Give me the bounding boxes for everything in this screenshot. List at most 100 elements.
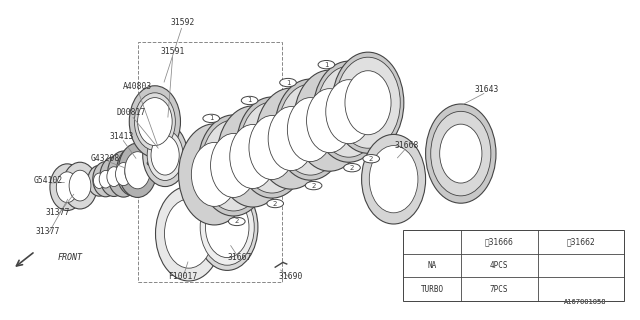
Text: G43208: G43208: [91, 154, 120, 163]
Ellipse shape: [362, 134, 426, 224]
Text: TURBO: TURBO: [420, 284, 444, 293]
Text: 2: 2: [312, 183, 316, 188]
Ellipse shape: [115, 163, 132, 186]
Ellipse shape: [50, 164, 84, 211]
Ellipse shape: [240, 102, 304, 193]
Ellipse shape: [93, 162, 118, 197]
Ellipse shape: [147, 161, 154, 165]
Bar: [403, 230, 624, 301]
Ellipse shape: [179, 124, 250, 225]
Ellipse shape: [313, 61, 385, 162]
Ellipse shape: [129, 86, 180, 157]
Ellipse shape: [56, 172, 78, 203]
Text: 1: 1: [324, 62, 329, 68]
Text: A167001058: A167001058: [564, 300, 607, 305]
Ellipse shape: [151, 135, 179, 175]
Ellipse shape: [118, 143, 157, 197]
Ellipse shape: [369, 146, 418, 213]
Text: 2: 2: [369, 156, 373, 162]
Ellipse shape: [198, 115, 269, 216]
Circle shape: [363, 155, 380, 163]
Text: 2: 2: [235, 219, 239, 224]
Ellipse shape: [200, 189, 254, 265]
Ellipse shape: [345, 71, 391, 135]
Ellipse shape: [116, 147, 150, 196]
Circle shape: [267, 199, 284, 208]
Ellipse shape: [307, 89, 353, 153]
Text: 31668: 31668: [394, 141, 419, 150]
Text: 31667: 31667: [228, 253, 252, 262]
Ellipse shape: [151, 135, 179, 175]
Text: 31643: 31643: [474, 85, 499, 94]
Text: 2: 2: [350, 165, 354, 171]
Text: 31690: 31690: [279, 272, 303, 281]
Ellipse shape: [164, 199, 213, 268]
Text: D00817: D00817: [116, 108, 146, 116]
Text: G54102: G54102: [33, 176, 63, 185]
Ellipse shape: [99, 170, 112, 188]
Ellipse shape: [143, 124, 188, 187]
Ellipse shape: [134, 93, 175, 150]
Ellipse shape: [100, 157, 128, 196]
Ellipse shape: [93, 173, 105, 188]
Text: 1: 1: [247, 98, 252, 103]
Bar: [138, 42, 282, 282]
Text: 31413: 31413: [109, 132, 134, 140]
Ellipse shape: [336, 57, 400, 148]
Ellipse shape: [138, 98, 172, 146]
Text: 31662: 31662: [566, 238, 595, 247]
Ellipse shape: [107, 167, 121, 187]
Text: 7PCS: 7PCS: [490, 284, 508, 293]
Ellipse shape: [88, 165, 111, 196]
Ellipse shape: [217, 106, 289, 207]
Circle shape: [305, 181, 322, 190]
Ellipse shape: [294, 70, 365, 171]
Circle shape: [318, 60, 335, 69]
Ellipse shape: [163, 149, 173, 155]
Ellipse shape: [278, 84, 342, 175]
Text: 31377: 31377: [36, 228, 60, 236]
Ellipse shape: [332, 52, 404, 153]
Circle shape: [228, 217, 245, 226]
Text: F10017: F10017: [168, 272, 197, 281]
Ellipse shape: [156, 186, 222, 281]
Ellipse shape: [236, 97, 308, 198]
Ellipse shape: [125, 152, 150, 189]
Ellipse shape: [440, 124, 482, 183]
Ellipse shape: [287, 98, 333, 162]
Circle shape: [203, 114, 220, 123]
Text: FRONT: FRONT: [58, 253, 83, 262]
Text: 31666: 31666: [484, 238, 514, 247]
Ellipse shape: [125, 159, 141, 184]
Ellipse shape: [108, 151, 140, 197]
Ellipse shape: [202, 120, 266, 211]
Text: NA: NA: [428, 261, 436, 270]
Text: 2: 2: [273, 201, 277, 206]
Ellipse shape: [255, 88, 327, 189]
Text: 1: 1: [285, 80, 291, 85]
Ellipse shape: [211, 133, 257, 197]
Ellipse shape: [205, 197, 249, 258]
Ellipse shape: [230, 124, 276, 188]
Text: 1: 1: [209, 116, 214, 121]
Text: 31377: 31377: [45, 208, 70, 217]
Ellipse shape: [249, 116, 295, 180]
Text: 31591: 31591: [161, 47, 185, 56]
Ellipse shape: [426, 104, 496, 203]
Ellipse shape: [138, 98, 172, 146]
Ellipse shape: [147, 130, 183, 180]
Circle shape: [280, 78, 296, 87]
Circle shape: [344, 164, 360, 172]
Text: 31592: 31592: [170, 18, 195, 27]
Ellipse shape: [275, 79, 346, 180]
Ellipse shape: [191, 142, 237, 206]
Text: A40803: A40803: [123, 82, 152, 91]
Ellipse shape: [63, 162, 97, 209]
Text: A167001058: A167001058: [564, 300, 607, 305]
Ellipse shape: [196, 184, 258, 270]
Ellipse shape: [317, 66, 381, 157]
Ellipse shape: [326, 80, 372, 144]
Ellipse shape: [431, 111, 491, 196]
Text: 4PCS: 4PCS: [490, 261, 508, 270]
Circle shape: [241, 96, 258, 105]
